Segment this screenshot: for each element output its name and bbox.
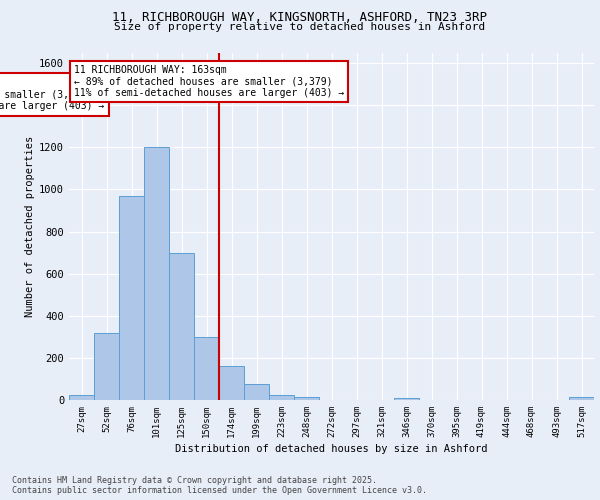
Bar <box>569 397 594 400</box>
Bar <box>94 332 119 400</box>
Bar <box>394 398 419 400</box>
X-axis label: Distribution of detached houses by size in Ashford: Distribution of detached houses by size … <box>175 444 488 454</box>
Bar <box>294 397 319 400</box>
Text: 11, RICHBOROUGH WAY, KINGSNORTH, ASHFORD, TN23 3RP: 11, RICHBOROUGH WAY, KINGSNORTH, ASHFORD… <box>113 11 487 24</box>
Bar <box>244 384 269 400</box>
Text: 11 RICHBOROUGH WAY: 163sqm
← 89% of detached houses are smaller (3,379)
11% of s: 11 RICHBOROUGH WAY: 163sqm ← 89% of deta… <box>74 64 344 98</box>
Bar <box>194 337 219 400</box>
Text: Contains HM Land Registry data © Crown copyright and database right 2025.: Contains HM Land Registry data © Crown c… <box>12 476 377 485</box>
Text: Contains public sector information licensed under the Open Government Licence v3: Contains public sector information licen… <box>12 486 427 495</box>
Bar <box>69 394 94 400</box>
Text: Size of property relative to detached houses in Ashford: Size of property relative to detached ho… <box>115 22 485 32</box>
Text: 11 RICHBOROUGH WAY: 163sqm
← 89% of detached houses are smaller (3,379)
11% of s: 11 RICHBOROUGH WAY: 163sqm ← 89% of deta… <box>0 78 104 111</box>
Y-axis label: Number of detached properties: Number of detached properties <box>25 136 35 317</box>
Bar <box>269 394 294 400</box>
Bar <box>144 148 169 400</box>
Bar <box>219 366 244 400</box>
Bar <box>169 252 194 400</box>
Bar <box>119 196 144 400</box>
